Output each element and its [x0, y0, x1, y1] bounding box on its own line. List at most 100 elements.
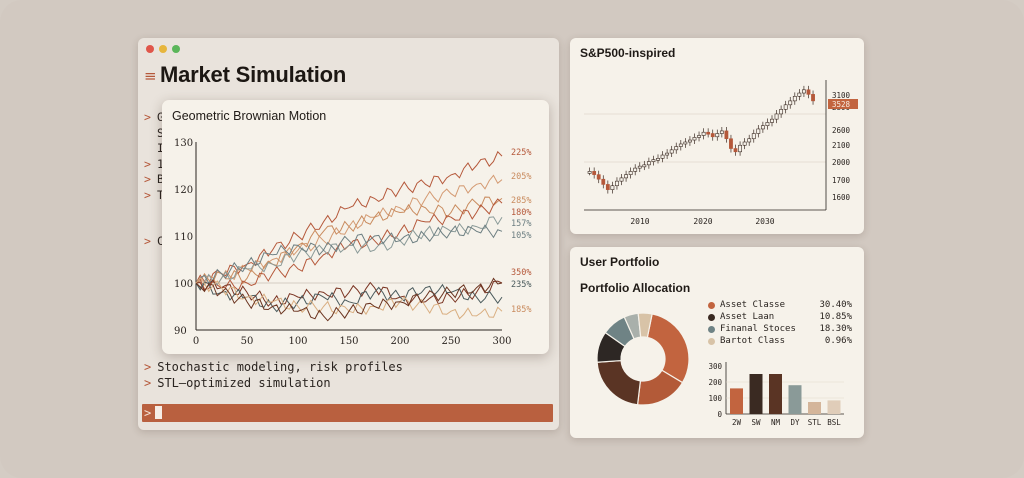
window-controls [146, 45, 180, 53]
candle-body [697, 135, 701, 138]
candle-body [601, 178, 606, 185]
bar-x-tick-label: STL [808, 418, 822, 427]
sp-y-tick-label: 2600 [832, 126, 851, 135]
terminal-line: > C [144, 234, 164, 248]
bar-x-tick-label: BSL [827, 418, 841, 427]
terminal-line: >1 [144, 156, 164, 171]
sp-y-tick-label: 2100 [832, 141, 851, 150]
candle-body [765, 122, 770, 126]
legend-swatch [708, 325, 715, 333]
sp500-title: S&P500-inspired [580, 46, 676, 60]
terminal-title: Market Simulation [160, 62, 347, 87]
gbm-series-line [195, 279, 503, 307]
prompt-symbol: > [144, 406, 152, 420]
legend-value: 18.30% [819, 324, 852, 334]
bar [749, 374, 763, 414]
legend-value: 10.85% [819, 312, 852, 322]
candle-body [656, 158, 660, 161]
legend-label: Finanal Stoces [720, 324, 796, 334]
sp-y-tick-label: 1700 [832, 176, 851, 185]
candle-body [788, 100, 793, 106]
candle-body [806, 89, 811, 95]
gbm-end-label: 350% [511, 268, 531, 278]
gbm-y-tick-label: 120 [174, 185, 193, 196]
candle-body [729, 138, 733, 149]
gbm-y-tick-label: 130 [174, 138, 193, 149]
legend-entry: Finanal Stoces 18.30% [708, 323, 852, 335]
legend-swatch [708, 313, 715, 321]
bar-y-tick-label: 200 [708, 378, 722, 387]
sp-x-tick-label: 2020 [693, 217, 712, 226]
candle-body [633, 167, 638, 172]
legend-entry: Bartot Class 0.96% [708, 335, 852, 347]
gbm-y-tick-label: 100 [174, 279, 193, 290]
gbm-x-tick-label: 250 [441, 336, 460, 347]
gbm-series-line [195, 277, 503, 322]
legend-label: Asset Laan [720, 312, 775, 322]
candle-body [802, 89, 806, 94]
sp-price-label: 3528 [832, 100, 851, 109]
sp-price-tag [828, 99, 858, 109]
portfolio-title: User Portfolio [580, 255, 660, 269]
sp500-candlestick-chart: 3100280026002100200017001600352820102020… [584, 80, 858, 226]
legend-label: Bartot Class [720, 336, 786, 346]
bar-y-tick-label: 0 [717, 410, 722, 419]
bar [788, 385, 802, 414]
close-window-dot[interactable] [146, 45, 154, 53]
gbm-x-tick-label: 100 [288, 336, 307, 347]
candle-body [719, 130, 724, 134]
gbm-x-tick-label: 200 [390, 336, 409, 347]
candle-body [683, 141, 688, 145]
candle-body [692, 137, 697, 141]
candle-body [783, 104, 788, 110]
terminal-line: > STL–optimized simulation [144, 375, 331, 390]
candle-body [742, 141, 747, 146]
maximize-window-dot[interactable] [172, 45, 180, 53]
gbm-x-tick-label: 150 [339, 336, 358, 347]
bar [827, 400, 841, 414]
gbm-end-label: 205% [511, 172, 531, 182]
candle-body [724, 130, 729, 140]
candle-body [610, 185, 615, 190]
donut-slice [637, 312, 653, 339]
terminal-line [144, 203, 164, 219]
gbm-series-line [195, 196, 503, 285]
bar-y-tick-label: 300 [708, 362, 722, 371]
terminal-line: > Stochastic modeling, risk profiles [144, 360, 403, 374]
bar-x-tick-label: 2W [732, 418, 742, 427]
gbm-end-label: 225% [511, 148, 531, 158]
candle-body [665, 152, 670, 156]
candle-body [710, 133, 715, 138]
candle-body [587, 171, 592, 174]
candle-body [628, 171, 633, 175]
candle-body [760, 125, 765, 130]
legend-value: 30.40% [819, 300, 852, 310]
bar [769, 374, 782, 414]
bar-x-tick-label: DY [790, 418, 800, 427]
gbm-x-tick-label: 50 [241, 336, 254, 347]
minimize-window-dot[interactable] [159, 45, 167, 53]
bar-x-tick-label: SW [751, 418, 761, 427]
candle-body [770, 118, 774, 123]
sp-y-tick-label: 1600 [832, 193, 851, 202]
gbm-chart: 130 120 110 100 90 0 50 100 150 200 250 300 225% 205%… [174, 138, 531, 347]
candle-body [733, 148, 738, 153]
gbm-series-line [195, 150, 503, 285]
portfolio-card: User Portfolio Portfolio Allocation 300 2… [570, 247, 864, 438]
gbm-end-label: 235% [511, 280, 531, 290]
sp-x-tick-label: 2010 [630, 217, 649, 226]
gbm-y-tick-label: 90 [174, 326, 187, 337]
terminal-line: > T [144, 187, 164, 202]
command-input[interactable]: > [142, 404, 553, 422]
candle-body [651, 159, 656, 162]
candle-body [619, 177, 624, 182]
gbm-end-label: 185% [511, 305, 531, 315]
candle-body [706, 131, 711, 135]
gbm-end-label: 180% [511, 208, 531, 218]
hamburger-menu-icon[interactable]: ≡ [144, 67, 157, 85]
legend-swatch [708, 301, 715, 309]
candle-body [811, 94, 815, 102]
bar [808, 402, 821, 414]
terminal-bottom-output: > Stochastic modeling, risk profiles > STL… [144, 360, 403, 391]
candle-body [751, 133, 756, 140]
